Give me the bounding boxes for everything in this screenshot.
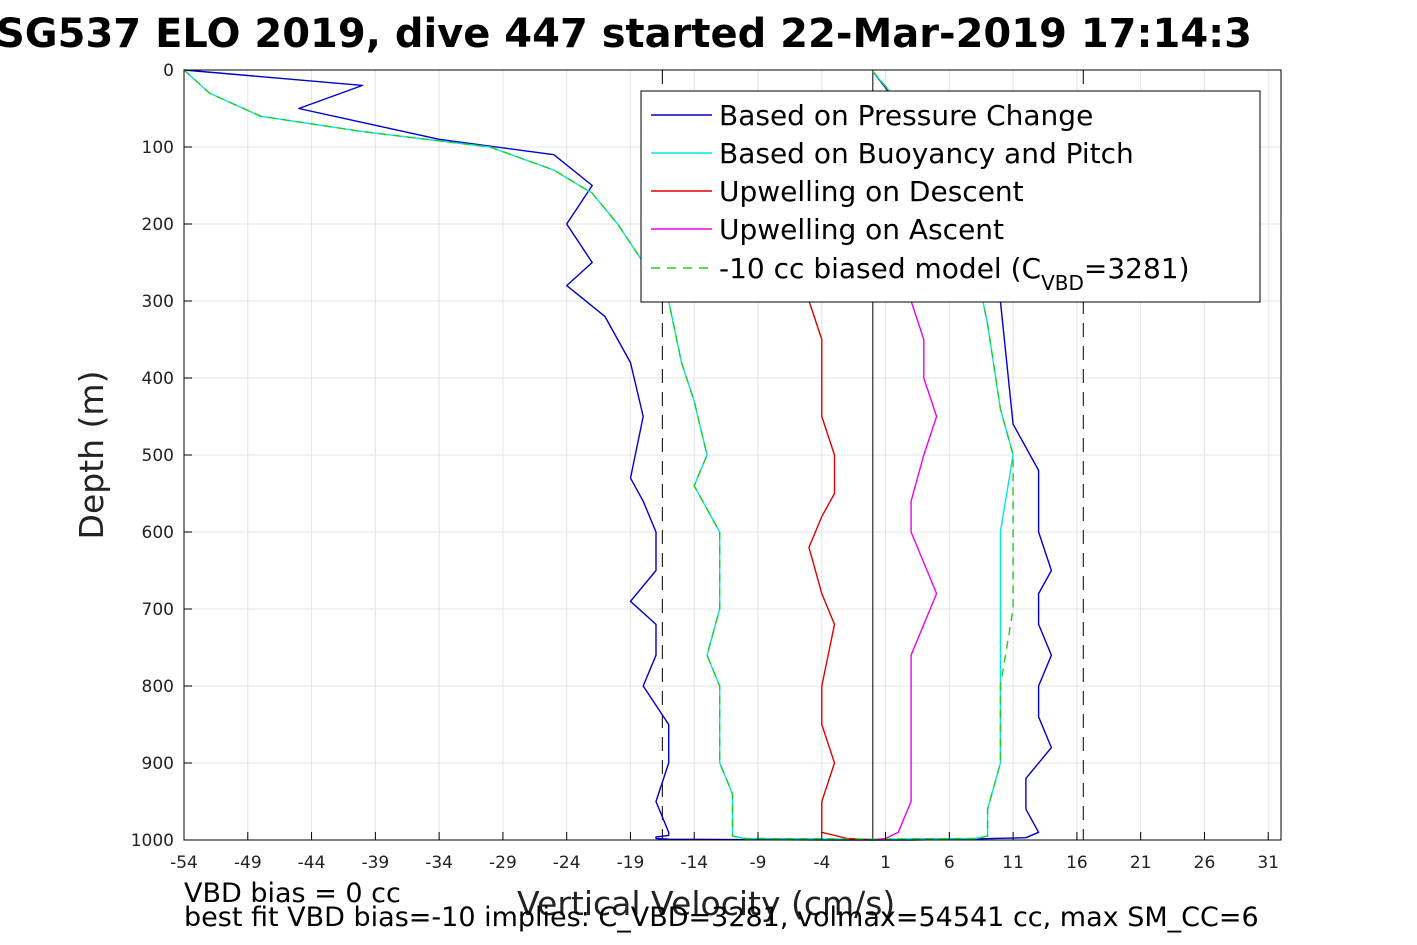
y-axis-ticks: 0 100 200 300 400 500 600 700 800 900 1000 (131, 61, 192, 851)
x-tick-label: -34 (425, 853, 453, 873)
legend-label-ascent: Upwelling on Ascent (719, 213, 1004, 246)
y-tick-label: 200 (142, 215, 174, 235)
series-line-2 (808, 300, 873, 841)
x-tick-label: -54 (170, 853, 198, 873)
y-tick-label: 300 (142, 292, 174, 312)
legend-label-biased-model: -10 cc biased model (CVBD=3281) (719, 252, 1190, 295)
x-tick-label: -14 (680, 853, 708, 873)
data-series (183, 69, 1053, 841)
y-tick-label: 400 (142, 369, 174, 389)
x-tick-label: 6 (944, 853, 955, 873)
legend-label-pressure: Based on Pressure Change (719, 99, 1093, 132)
legend-label-buoyancy: Based on Buoyancy and Pitch (719, 137, 1134, 170)
y-tick-label: 600 (142, 523, 174, 543)
series-line-0 (183, 69, 1053, 841)
legend: Based on Pressure Change Based on Buoyan… (640, 90, 1261, 303)
x-tick-label: 16 (1066, 853, 1088, 873)
x-tick-label: -9 (750, 853, 767, 873)
series-line-4 (183, 69, 1014, 840)
y-tick-label: 700 (142, 600, 174, 620)
series-line-3 (872, 300, 938, 841)
x-tick-label: 31 (1257, 853, 1279, 873)
x-tick-label: -44 (298, 853, 326, 873)
legend-label-descent: Upwelling on Descent (719, 175, 1024, 208)
x-tick-label: 21 (1130, 853, 1152, 873)
x-tick-label: -24 (553, 853, 581, 873)
x-tick-label: -29 (489, 853, 517, 873)
x-tick-label: 1 (880, 853, 891, 873)
y-tick-label: 500 (142, 446, 174, 466)
x-tick-label: -49 (234, 853, 262, 873)
legend-label-biased-end: =3281) (1084, 252, 1190, 285)
x-tick-label: -19 (617, 853, 645, 873)
chart-title: SG537 ELO 2019, dive 447 started 22-Mar-… (0, 11, 1252, 57)
y-tick-label: 900 (142, 754, 174, 774)
legend-label-biased-main: -10 cc biased model (C (719, 252, 1041, 285)
note-vbd-bias: VBD bias = 0 cc (184, 878, 401, 909)
legend-box (640, 90, 1261, 303)
x-axis-ticks: -54 -49 -44 -39 -34 -29 -24 -19 -14 -9 -4 1 6 11 16 21 2… (170, 832, 1279, 873)
y-tick-label: 1000 (131, 831, 174, 851)
y-tick-label: 800 (142, 677, 174, 697)
y-tick-label: 0 (163, 61, 174, 81)
y-axis-label: Depth (m) (72, 371, 111, 540)
x-tick-label: -4 (813, 853, 830, 873)
x-tick-label: 11 (1002, 853, 1024, 873)
legend-label-biased-sub: VBD (1041, 271, 1084, 295)
y-tick-label: 100 (142, 138, 174, 158)
x-axis-label: Vertical Velocity (cm/s) (517, 884, 895, 923)
x-tick-label: 26 (1194, 853, 1216, 873)
note-best-fit: best fit VBD bias=-10 implies: C_VBD=328… (184, 902, 1259, 933)
x-tick-label: -39 (361, 853, 389, 873)
